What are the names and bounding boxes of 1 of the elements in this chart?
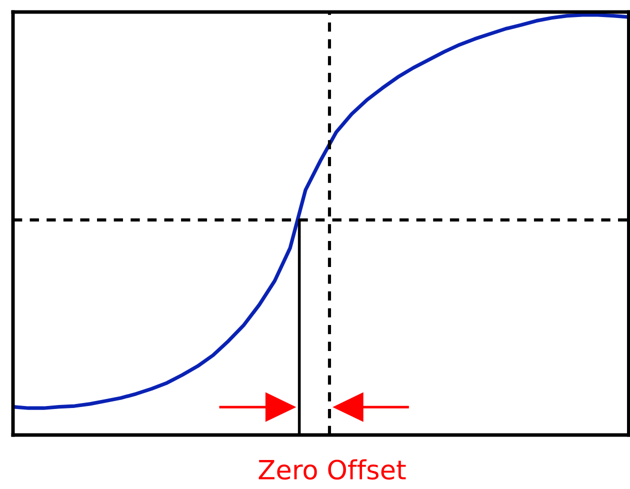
text: Zero Offset bbox=[258, 459, 406, 480]
